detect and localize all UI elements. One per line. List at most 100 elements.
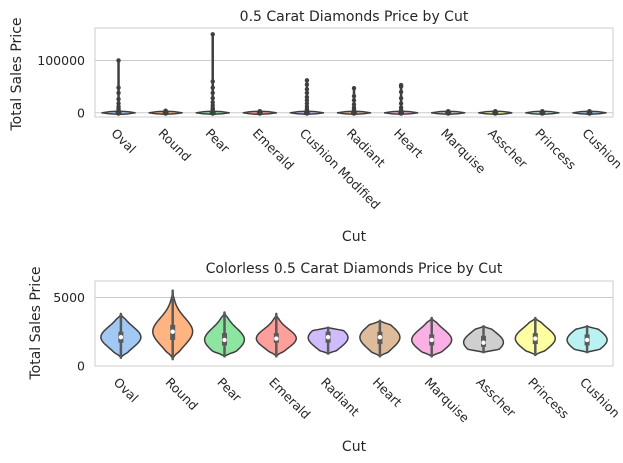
bottom-violin-median-radiant	[325, 335, 331, 340]
top-point-cushion-modified-4	[304, 94, 310, 100]
top-x-tick-labels: Oval Round Pear Emerald Cushion ModifiedRadi…	[108, 126, 623, 213]
bottom-violin-median-heart	[377, 335, 383, 340]
bottom-y-tick-0: 0	[77, 359, 85, 374]
bottom-x-tick-radiant: Radiant	[318, 375, 363, 420]
top-base-point-round	[162, 109, 169, 116]
top-point-radiant-0	[351, 86, 357, 91]
top-x-tick-marquise: Marquise	[438, 126, 489, 177]
bottom-violin-emerald	[255, 312, 297, 358]
bottom-violin-median-emerald	[274, 336, 279, 341]
top-base-point-cushion-modified	[303, 109, 310, 116]
bottom-violin-princess	[514, 316, 557, 357]
top-point-heart-1	[398, 84, 404, 89]
bottom-violin-median-princess	[533, 336, 538, 341]
top-x-tick-heart: Heart	[391, 126, 426, 161]
top-point-pear-2	[210, 85, 215, 90]
bottom-violin-radiant	[307, 326, 349, 355]
top-base-point-pear	[209, 109, 216, 116]
top-violin-heart	[383, 82, 419, 116]
bottom-violin-median-marquise	[429, 337, 434, 343]
bottom-chart-title: Colorless 0.5 Carat Diamonds Price by Cu…	[206, 261, 503, 277]
top-violin-emerald	[242, 109, 277, 116]
top-point-pear-5	[210, 100, 215, 105]
bottom-violin-median-oval	[118, 335, 124, 340]
top-violin-princess	[525, 109, 560, 116]
bottom-x-tick-labels: Oval Round Pear Emerald Radiant Heart Marquise…	[111, 375, 623, 426]
top-point-cushion-modified-5	[304, 98, 310, 103]
top-point-oval-3	[116, 97, 121, 102]
top-base-point-cushion	[586, 109, 593, 116]
top-violin-round	[148, 108, 183, 116]
top-chart-title: 0.5 Carat Diamonds Price by Cut	[240, 9, 469, 25]
top-x-tick-asscher: Asscher	[485, 126, 531, 172]
bottom-violin-round	[152, 289, 194, 361]
top-violin-pear	[195, 32, 230, 116]
top-base-point-radiant	[351, 109, 357, 116]
top-point-cushion-modified-1	[304, 82, 310, 87]
top-violin-radiant	[336, 86, 372, 116]
top-violins	[101, 32, 607, 116]
top-y-axis-label: Total Sales Price	[9, 17, 25, 131]
bottom-violin-median-asscher	[481, 340, 486, 345]
top-point-pear-4	[210, 95, 215, 101]
top-violin-cushion	[572, 109, 607, 116]
top-point-heart-2	[398, 89, 404, 95]
bottom-x-tick-princess: Princess	[525, 375, 572, 422]
top-point-oval-0	[116, 58, 121, 63]
top-point-cushion-modified-0	[304, 78, 310, 83]
top-point-heart-3	[398, 95, 404, 101]
top-base-point-asscher	[492, 109, 499, 116]
top-x-tick-princess: Princess	[532, 126, 579, 173]
bottom-x-tick-asscher: Asscher	[473, 375, 519, 421]
top-y-tick-0: 0	[77, 105, 85, 120]
top-x-tick-radiant: Radiant	[344, 126, 389, 171]
bottom-y-tick-5000: 5000	[53, 290, 85, 305]
top-point-radiant-1	[351, 93, 357, 99]
bottom-violin-cushion	[566, 324, 608, 354]
bottom-violin-heart	[359, 319, 401, 358]
top-x-tick-pear: Pear	[203, 126, 234, 157]
bottom-x-axis-label: Cut	[342, 439, 367, 455]
top-base-point-emerald	[256, 109, 263, 116]
top-point-radiant-2	[351, 98, 357, 103]
bottom-violin-pear	[203, 311, 246, 358]
bottom-x-tick-pear: Pear	[214, 375, 245, 406]
bottom-chart-panel: 0 5000 Oval Round Pear Emerald Radiant Heart Ma…	[28, 261, 623, 455]
bottom-x-tick-round: Round	[163, 375, 202, 414]
top-violin-cushion-modified	[289, 78, 325, 116]
bottom-gridlines	[95, 296, 613, 367]
top-base-point-oval	[115, 109, 122, 116]
bottom-violin-asscher	[462, 324, 505, 354]
top-base-point-marquise	[445, 109, 452, 116]
bottom-x-tick-cushion: Cushion	[577, 375, 623, 421]
top-x-tick-oval: Oval	[108, 126, 139, 157]
top-violin-asscher	[478, 109, 513, 116]
top-x-tick-cushion-modified: Cushion Modified	[297, 126, 384, 213]
bottom-x-tick-marquise: Marquise	[422, 375, 473, 426]
bottom-x-tick-emerald: Emerald	[266, 375, 313, 422]
top-x-tick-emerald: Emerald	[250, 126, 297, 173]
top-y-tick-labels: 0 100000	[37, 53, 85, 120]
bottom-violins	[100, 289, 608, 361]
bottom-violin-marquise	[411, 316, 453, 358]
top-base-point-heart	[398, 109, 405, 116]
top-point-oval-1	[116, 85, 121, 90]
bottom-x-tick-oval: Oval	[111, 375, 142, 406]
top-base-point-princess	[539, 109, 546, 116]
bottom-violin-oval	[100, 312, 142, 360]
bottom-violin-median-cushion	[584, 337, 590, 343]
top-point-pear-0	[210, 32, 215, 37]
top-point-heart-4	[398, 101, 404, 106]
top-point-oval-2	[116, 90, 121, 96]
top-point-cushion-modified-3	[304, 90, 310, 96]
bottom-x-tick-heart: Heart	[370, 375, 405, 410]
top-point-cushion-modified-2	[304, 87, 310, 92]
top-x-tick-cushion: Cushion	[579, 126, 623, 172]
bottom-y-axis-label: Total Sales Price	[28, 266, 44, 380]
top-point-pear-3	[210, 90, 215, 96]
top-x-tick-round: Round	[156, 126, 195, 165]
top-chart-panel: 0 100000 Oval Round Pear Emerald Cushion Modi…	[9, 9, 623, 245]
top-y-tick-100000: 100000	[37, 53, 85, 68]
top-point-radiant-3	[351, 102, 357, 107]
